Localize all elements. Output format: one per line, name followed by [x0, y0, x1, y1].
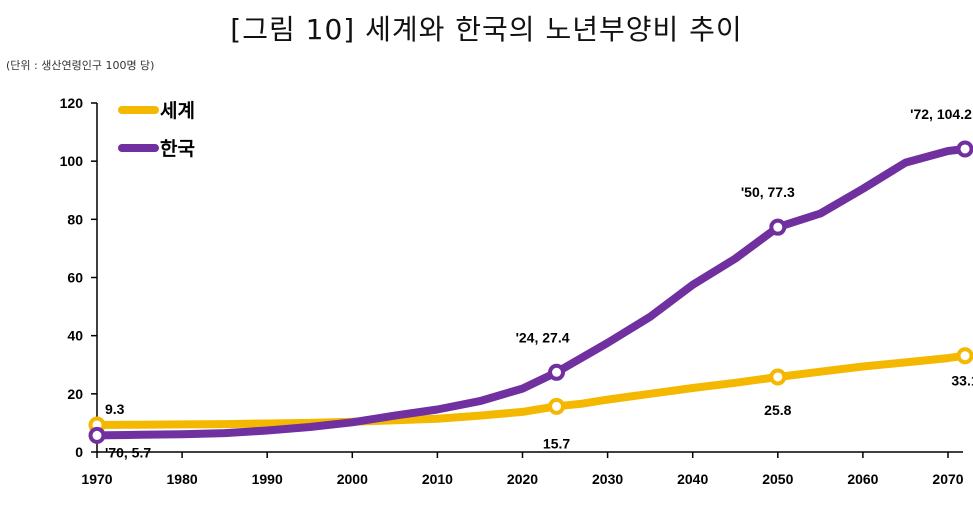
data-point-marker — [548, 397, 566, 415]
y-tick-label: 120 — [60, 95, 84, 111]
x-tick-label: 2030 — [592, 471, 623, 487]
unit-note: (단위 : 생산연령인구 100명 당) — [6, 59, 155, 72]
data-point-marker — [769, 218, 787, 236]
data-point-marker — [769, 368, 787, 386]
x-tick-label: 2050 — [762, 471, 793, 487]
x-tick-label: 1980 — [167, 471, 198, 487]
y-tick-label: 0 — [75, 444, 83, 460]
chart-title: [그림 10] 세계와 한국의 노년부양비 추이 — [230, 13, 743, 46]
data-point-marker — [88, 426, 106, 444]
x-tick-label: 2040 — [677, 471, 708, 487]
y-tick-label: 40 — [67, 328, 83, 344]
data-label: '70, 5.7 — [105, 444, 151, 460]
data-label: '72, 104.2 — [910, 106, 972, 122]
x-tick-label: 2060 — [847, 471, 878, 487]
x-tick-label: 2010 — [422, 471, 453, 487]
y-tick-label: 20 — [67, 386, 83, 402]
x-tick-label: 2000 — [337, 471, 368, 487]
legend-label: 세계 — [160, 100, 195, 122]
y-tick-label: 60 — [67, 270, 83, 286]
data-point-marker — [956, 347, 973, 365]
y-tick-label: 80 — [67, 211, 83, 227]
data-label: 15.7 — [543, 435, 570, 451]
data-label: '24, 27.4 — [516, 329, 570, 345]
y-tick-label: 100 — [60, 153, 84, 169]
data-label: 25.8 — [764, 402, 791, 418]
x-tick-label: 2070 — [932, 471, 963, 487]
data-label: 33.1 — [951, 373, 973, 389]
x-tick-label: 1970 — [81, 471, 112, 487]
x-tick-label: 2020 — [507, 471, 538, 487]
data-point-marker — [548, 363, 566, 381]
data-point-marker — [956, 140, 973, 158]
data-label: '50, 77.3 — [741, 184, 795, 200]
series-line-korea — [93, 145, 969, 440]
series-line-world — [93, 351, 969, 429]
legend-label: 한국 — [160, 138, 195, 160]
data-label: 9.3 — [105, 401, 125, 417]
x-tick-label: 1990 — [252, 471, 283, 487]
